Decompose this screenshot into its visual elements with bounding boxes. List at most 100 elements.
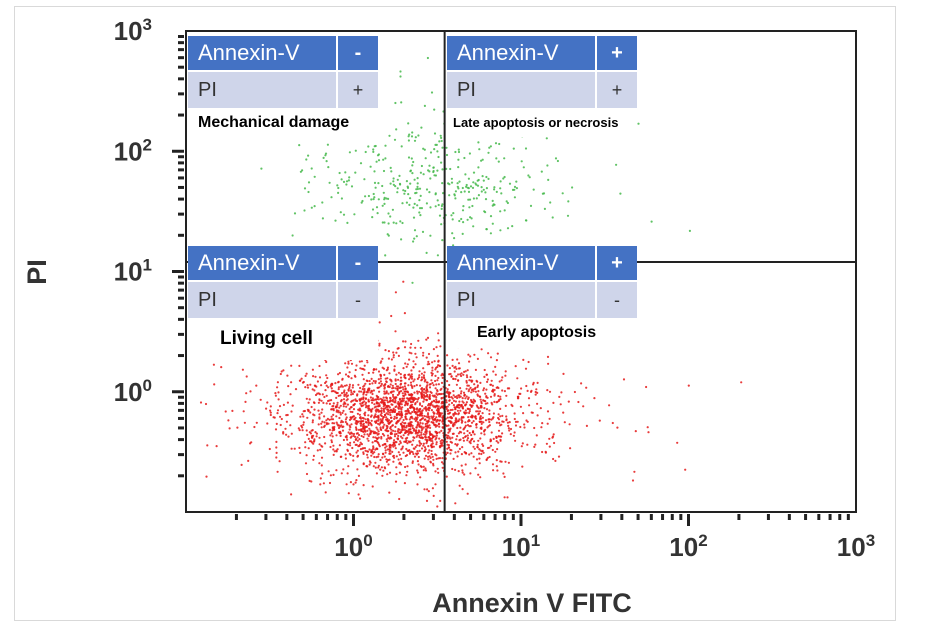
data-point-upper: [400, 145, 403, 148]
data-point-lower: [408, 378, 411, 381]
data-point-lower: [227, 419, 230, 422]
data-point-lower: [428, 455, 431, 458]
quadrant-pi-row: PI +: [188, 70, 378, 108]
data-point-lower: [370, 419, 373, 422]
data-point-lower: [429, 404, 432, 407]
data-point-lower: [431, 366, 434, 369]
data-point-lower: [455, 438, 458, 441]
data-point-lower: [417, 376, 421, 379]
data-point-lower: [465, 401, 468, 404]
data-point-lower: [492, 412, 495, 415]
data-point-lower: [446, 380, 449, 383]
data-point-lower: [469, 386, 472, 389]
data-point-lower: [480, 427, 483, 430]
data-point-lower: [310, 405, 313, 409]
data-point-upper: [458, 180, 461, 183]
data-point-lower: [318, 443, 321, 446]
data-point-lower: [359, 386, 362, 390]
data-point-lower: [400, 411, 403, 414]
data-point-upper: [387, 212, 390, 215]
data-point-lower: [362, 484, 365, 487]
data-point-lower: [585, 386, 588, 389]
quadrant-pi-row: PI +: [447, 70, 637, 108]
data-point-lower: [327, 422, 330, 425]
data-point-lower: [330, 418, 333, 421]
data-point-upper: [485, 228, 488, 231]
data-point-lower: [382, 409, 385, 412]
data-point-upper: [411, 131, 414, 134]
data-point-lower: [385, 427, 388, 430]
data-point-lower: [401, 421, 404, 424]
data-point-upper: [360, 201, 363, 204]
data-point-upper: [527, 174, 530, 177]
data-point-lower: [351, 384, 355, 387]
data-point-upper: [407, 135, 410, 138]
data-point-lower: [379, 377, 382, 380]
data-point-lower: [466, 437, 470, 440]
data-point-lower: [492, 469, 495, 472]
data-point-lower: [329, 474, 332, 477]
data-point-lower: [435, 346, 438, 349]
data-point-lower: [421, 428, 424, 431]
data-point-lower: [356, 412, 359, 415]
pi-sign: +: [352, 79, 364, 100]
data-point-upper: [415, 191, 418, 194]
data-point-lower: [501, 414, 504, 417]
data-point-lower: [367, 434, 370, 438]
data-point-lower: [367, 387, 370, 390]
data-point-lower: [357, 493, 360, 496]
data-point-lower: [527, 397, 531, 400]
data-point-lower: [463, 473, 466, 476]
data-point-lower: [466, 369, 469, 372]
data-point-lower: [351, 392, 354, 396]
data-point-lower: [383, 434, 386, 437]
data-point-lower: [530, 389, 533, 392]
data-point-upper: [325, 160, 328, 163]
annexin-label: Annexin-V: [447, 246, 597, 280]
data-point-lower: [466, 376, 469, 379]
data-point-lower: [506, 387, 509, 390]
data-point-lower: [380, 466, 383, 469]
data-point-lower: [469, 425, 472, 428]
data-point-lower: [394, 447, 397, 450]
data-point-lower: [407, 432, 411, 435]
data-point-lower: [489, 383, 492, 386]
data-point-lower: [406, 442, 409, 445]
data-point-lower: [633, 470, 636, 473]
data-point-lower: [432, 384, 435, 387]
data-point-upper: [525, 219, 528, 222]
data-point-upper: [342, 180, 346, 183]
data-point-lower: [437, 405, 440, 408]
data-point-upper: [377, 159, 381, 162]
data-point-lower: [489, 444, 493, 447]
data-point-lower: [373, 455, 376, 459]
data-point-upper: [409, 197, 412, 200]
axes: [185, 30, 857, 513]
data-point-lower: [424, 449, 427, 452]
data-point-lower: [376, 437, 379, 440]
data-point-upper: [688, 229, 692, 232]
data-point-upper: [522, 166, 525, 169]
data-point-upper: [346, 221, 349, 224]
data-point-lower: [368, 463, 371, 466]
data-point-lower: [554, 459, 557, 462]
data-point-lower: [377, 436, 380, 439]
data-point-upper: [484, 191, 487, 194]
data-point-upper: [480, 159, 483, 162]
data-point-lower: [309, 411, 312, 414]
data-point-upper: [339, 211, 342, 214]
data-point-lower: [384, 446, 387, 449]
data-point-lower: [354, 443, 357, 446]
data-point-lower: [521, 465, 524, 468]
data-point-upper: [350, 185, 354, 188]
data-point-lower: [441, 444, 444, 447]
data-point-lower: [362, 462, 365, 465]
data-point-lower: [439, 345, 442, 348]
data-point-lower: [341, 411, 344, 414]
data-point-lower: [392, 395, 395, 398]
y-axis-title: PI: [22, 259, 52, 285]
data-point-lower: [422, 374, 425, 377]
data-point-lower: [398, 461, 401, 464]
data-point-lower: [464, 424, 467, 427]
data-point-lower: [348, 407, 351, 411]
